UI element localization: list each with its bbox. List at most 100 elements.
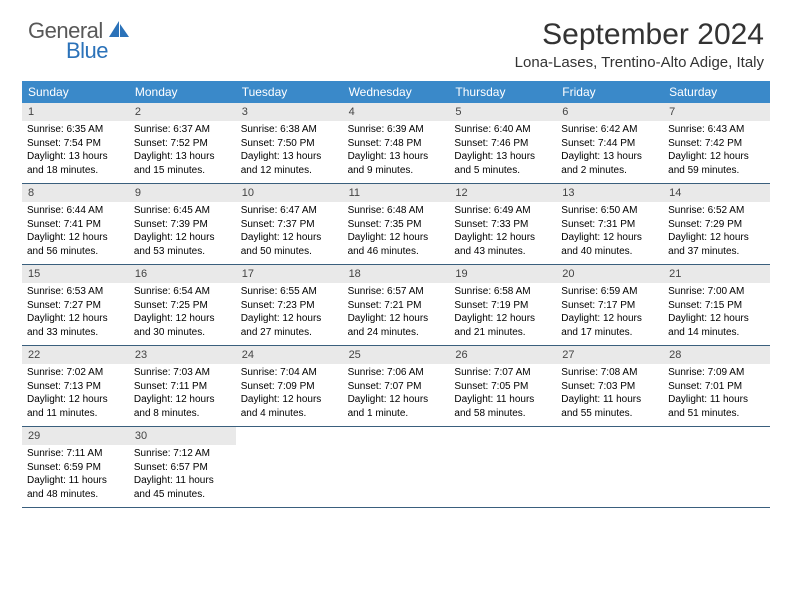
day-cell: 15Sunrise: 6:53 AMSunset: 7:27 PMDayligh…: [22, 265, 129, 345]
sunrise-text: Sunrise: 7:00 AM: [668, 285, 765, 299]
sunset-text: Sunset: 7:41 PM: [27, 218, 124, 232]
daylight-text: Daylight: 12 hours and 14 minutes.: [668, 312, 765, 339]
sunrise-text: Sunrise: 7:06 AM: [348, 366, 445, 380]
sunset-text: Sunset: 7:27 PM: [27, 299, 124, 313]
sunset-text: Sunset: 7:23 PM: [241, 299, 338, 313]
day-header-cell: Sunday: [22, 81, 129, 103]
sunset-text: Sunset: 7:15 PM: [668, 299, 765, 313]
day-body: Sunrise: 7:08 AMSunset: 7:03 PMDaylight:…: [556, 364, 663, 426]
day-number: 10: [236, 184, 343, 202]
daylight-text: Daylight: 12 hours and 40 minutes.: [561, 231, 658, 258]
sunrise-text: Sunrise: 6:43 AM: [668, 123, 765, 137]
day-cell: [236, 427, 343, 507]
day-header-cell: Thursday: [449, 81, 556, 103]
day-header-cell: Wednesday: [343, 81, 450, 103]
daylight-text: Daylight: 12 hours and 53 minutes.: [134, 231, 231, 258]
day-cell: 16Sunrise: 6:54 AMSunset: 7:25 PMDayligh…: [129, 265, 236, 345]
day-number: 22: [22, 346, 129, 364]
day-number: 11: [343, 184, 450, 202]
sunrise-text: Sunrise: 6:47 AM: [241, 204, 338, 218]
day-number: 17: [236, 265, 343, 283]
day-number: 9: [129, 184, 236, 202]
day-number: 1: [22, 103, 129, 121]
sunrise-text: Sunrise: 6:53 AM: [27, 285, 124, 299]
day-body: Sunrise: 7:00 AMSunset: 7:15 PMDaylight:…: [663, 283, 770, 345]
daylight-text: Daylight: 11 hours and 45 minutes.: [134, 474, 231, 501]
day-cell: 28Sunrise: 7:09 AMSunset: 7:01 PMDayligh…: [663, 346, 770, 426]
sunset-text: Sunset: 7:31 PM: [561, 218, 658, 232]
day-cell: [449, 427, 556, 507]
sunset-text: Sunset: 7:48 PM: [348, 137, 445, 151]
sunset-text: Sunset: 7:09 PM: [241, 380, 338, 394]
week-row: 29Sunrise: 7:11 AMSunset: 6:59 PMDayligh…: [22, 427, 770, 508]
sunset-text: Sunset: 7:39 PM: [134, 218, 231, 232]
day-number: 18: [343, 265, 450, 283]
sunrise-text: Sunrise: 6:49 AM: [454, 204, 551, 218]
sunrise-text: Sunrise: 6:59 AM: [561, 285, 658, 299]
day-cell: 18Sunrise: 6:57 AMSunset: 7:21 PMDayligh…: [343, 265, 450, 345]
day-body: Sunrise: 6:43 AMSunset: 7:42 PMDaylight:…: [663, 121, 770, 183]
sunrise-text: Sunrise: 6:52 AM: [668, 204, 765, 218]
sunrise-text: Sunrise: 7:08 AM: [561, 366, 658, 380]
daylight-text: Daylight: 11 hours and 55 minutes.: [561, 393, 658, 420]
day-number: 3: [236, 103, 343, 121]
day-number: 16: [129, 265, 236, 283]
sunrise-text: Sunrise: 6:44 AM: [27, 204, 124, 218]
day-header-row: SundayMondayTuesdayWednesdayThursdayFrid…: [22, 81, 770, 103]
daylight-text: Daylight: 13 hours and 2 minutes.: [561, 150, 658, 177]
sail-icon: [107, 19, 131, 44]
sunrise-text: Sunrise: 6:42 AM: [561, 123, 658, 137]
day-number: 24: [236, 346, 343, 364]
sunrise-text: Sunrise: 6:35 AM: [27, 123, 124, 137]
sunset-text: Sunset: 7:25 PM: [134, 299, 231, 313]
sunrise-text: Sunrise: 7:12 AM: [134, 447, 231, 461]
sunrise-text: Sunrise: 6:57 AM: [348, 285, 445, 299]
day-cell: 6Sunrise: 6:42 AMSunset: 7:44 PMDaylight…: [556, 103, 663, 183]
day-number: 4: [343, 103, 450, 121]
day-cell: 24Sunrise: 7:04 AMSunset: 7:09 PMDayligh…: [236, 346, 343, 426]
sunset-text: Sunset: 7:03 PM: [561, 380, 658, 394]
day-cell: 22Sunrise: 7:02 AMSunset: 7:13 PMDayligh…: [22, 346, 129, 426]
day-number: 15: [22, 265, 129, 283]
sunrise-text: Sunrise: 6:45 AM: [134, 204, 231, 218]
day-body: Sunrise: 6:48 AMSunset: 7:35 PMDaylight:…: [343, 202, 450, 264]
day-body: Sunrise: 6:45 AMSunset: 7:39 PMDaylight:…: [129, 202, 236, 264]
day-number: 13: [556, 184, 663, 202]
daylight-text: Daylight: 12 hours and 27 minutes.: [241, 312, 338, 339]
sunset-text: Sunset: 7:33 PM: [454, 218, 551, 232]
day-number: 7: [663, 103, 770, 121]
day-cell: [663, 427, 770, 507]
week-row: 8Sunrise: 6:44 AMSunset: 7:41 PMDaylight…: [22, 184, 770, 265]
day-cell: 20Sunrise: 6:59 AMSunset: 7:17 PMDayligh…: [556, 265, 663, 345]
day-number: 14: [663, 184, 770, 202]
day-number: 19: [449, 265, 556, 283]
day-body: Sunrise: 6:57 AMSunset: 7:21 PMDaylight:…: [343, 283, 450, 345]
sunset-text: Sunset: 6:59 PM: [27, 461, 124, 475]
day-body: Sunrise: 6:38 AMSunset: 7:50 PMDaylight:…: [236, 121, 343, 183]
day-number: 25: [343, 346, 450, 364]
page-title: September 2024: [515, 18, 764, 52]
sunrise-text: Sunrise: 6:38 AM: [241, 123, 338, 137]
sunset-text: Sunset: 7:01 PM: [668, 380, 765, 394]
sunset-text: Sunset: 7:21 PM: [348, 299, 445, 313]
daylight-text: Daylight: 12 hours and 59 minutes.: [668, 150, 765, 177]
day-body: Sunrise: 6:42 AMSunset: 7:44 PMDaylight:…: [556, 121, 663, 183]
logo-text-bottom: Blue: [66, 38, 108, 64]
day-cell: 8Sunrise: 6:44 AMSunset: 7:41 PMDaylight…: [22, 184, 129, 264]
day-body: Sunrise: 6:40 AMSunset: 7:46 PMDaylight:…: [449, 121, 556, 183]
day-cell: 19Sunrise: 6:58 AMSunset: 7:19 PMDayligh…: [449, 265, 556, 345]
day-number: 5: [449, 103, 556, 121]
day-cell: 10Sunrise: 6:47 AMSunset: 7:37 PMDayligh…: [236, 184, 343, 264]
weeks-container: 1Sunrise: 6:35 AMSunset: 7:54 PMDaylight…: [22, 103, 770, 508]
daylight-text: Daylight: 12 hours and 56 minutes.: [27, 231, 124, 258]
day-cell: 2Sunrise: 6:37 AMSunset: 7:52 PMDaylight…: [129, 103, 236, 183]
day-cell: 7Sunrise: 6:43 AMSunset: 7:42 PMDaylight…: [663, 103, 770, 183]
daylight-text: Daylight: 12 hours and 1 minute.: [348, 393, 445, 420]
calendar: SundayMondayTuesdayWednesdayThursdayFrid…: [0, 75, 792, 508]
day-body: Sunrise: 6:53 AMSunset: 7:27 PMDaylight:…: [22, 283, 129, 345]
sunset-text: Sunset: 7:13 PM: [27, 380, 124, 394]
day-cell: 29Sunrise: 7:11 AMSunset: 6:59 PMDayligh…: [22, 427, 129, 507]
daylight-text: Daylight: 13 hours and 15 minutes.: [134, 150, 231, 177]
sunset-text: Sunset: 7:42 PM: [668, 137, 765, 151]
day-number: 21: [663, 265, 770, 283]
